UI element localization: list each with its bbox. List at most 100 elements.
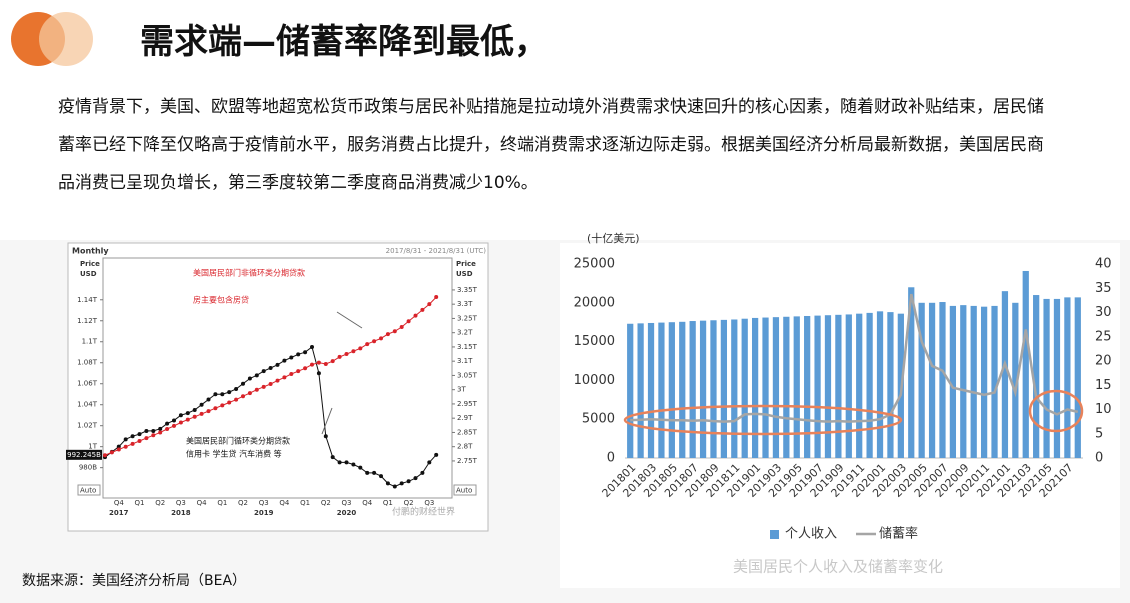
y2-tick-label: 25 [1095, 329, 1112, 344]
point [337, 460, 342, 465]
point [206, 397, 211, 402]
point [406, 319, 411, 324]
point [372, 470, 377, 475]
point [261, 369, 266, 374]
y2-tick-label: 3.1T [457, 357, 473, 365]
scale-box [453, 484, 477, 496]
y2-tick-label: 0 [1095, 451, 1103, 466]
bar [928, 302, 936, 458]
x-tick-label: Q1 [217, 499, 227, 507]
y2-tick-label: 3.35T [457, 286, 478, 294]
pointer [336, 311, 363, 329]
bar [949, 305, 957, 458]
point [310, 344, 314, 349]
legend-swatch [770, 530, 779, 539]
source: 数据来源：美国经济分析局（BEA） [22, 573, 247, 589]
point [137, 438, 142, 443]
bar [731, 319, 738, 458]
bar [1012, 302, 1019, 458]
point [254, 373, 259, 378]
annotation: 美国居民部门非循环类分期贷款 [193, 268, 305, 278]
x-tick-label: Q3 [176, 499, 186, 507]
bar [772, 317, 780, 458]
point [130, 441, 135, 446]
point [434, 295, 439, 300]
x-tick-label: Q3 [342, 499, 352, 507]
y2-tick-label: 3.2T [457, 329, 473, 337]
highlight [623, 404, 903, 436]
y2-tick-label: 2.8T [457, 443, 473, 451]
bar [980, 306, 988, 458]
point [282, 375, 287, 380]
point [199, 402, 204, 407]
y-tick-label: 10000 [574, 373, 615, 388]
y-tick-label: 1.08T [77, 359, 98, 367]
x-tick-label: Q3 [259, 499, 269, 507]
y-tick-label: 5000 [582, 412, 615, 427]
point [275, 378, 280, 383]
point [399, 324, 404, 329]
bar [783, 316, 790, 458]
legend-label: 储蓄率 [879, 526, 918, 542]
point [220, 403, 225, 408]
point [227, 400, 232, 405]
point [427, 302, 432, 307]
bar [1033, 295, 1040, 458]
point [344, 352, 349, 357]
point [192, 407, 197, 412]
point [351, 349, 356, 354]
point [413, 313, 418, 318]
bar [866, 312, 873, 458]
title-circle [39, 12, 93, 66]
series-line [630, 293, 1079, 423]
point [158, 426, 163, 431]
point [392, 484, 397, 489]
bar [689, 321, 696, 458]
point [323, 434, 328, 439]
bar [991, 305, 998, 458]
y-tick-label: 980B [79, 464, 97, 472]
point [199, 411, 204, 416]
point [275, 362, 280, 367]
y2-tick-label: 3.15T [457, 343, 478, 351]
point [289, 355, 294, 360]
point [241, 394, 245, 399]
bar [970, 305, 977, 458]
pointer [321, 407, 333, 435]
x-year-label: 2020 [337, 509, 357, 517]
point [289, 372, 294, 377]
plot-frame [102, 257, 453, 499]
annotation: 信用卡 学生贷 汽车消费 等 [186, 449, 282, 459]
x-tick-label: Q1 [135, 499, 145, 507]
axis-unit: USD [456, 270, 473, 278]
bar [856, 313, 863, 458]
y2-tick-label: 3T [457, 386, 466, 394]
highlight [1028, 389, 1084, 433]
point [296, 369, 301, 374]
point [227, 390, 232, 395]
x-tick-label: Q4 [362, 499, 373, 507]
point [385, 332, 390, 337]
y-axis-label: (十亿美元) [587, 232, 640, 245]
y-tick-label: 15000 [574, 334, 615, 349]
y2-tick-label: 3.25T [457, 314, 478, 322]
bar [1053, 298, 1061, 458]
bar [1001, 291, 1009, 458]
annotation: 房主要包含房贷 [193, 295, 249, 305]
point [330, 455, 335, 460]
point [420, 307, 425, 312]
x-year-label: 2019 [254, 509, 274, 517]
point [323, 362, 328, 367]
bar [647, 322, 655, 458]
x-tick-label: Q1 [300, 499, 310, 507]
point [434, 452, 439, 457]
axis-unit: Price [456, 260, 476, 268]
point [116, 447, 121, 452]
y-tick-label: 1.06T [77, 380, 98, 388]
bar [741, 318, 748, 458]
y2-tick-label: 2.75T [457, 457, 478, 465]
y2-tick-label: 30 [1095, 305, 1112, 320]
point [241, 381, 245, 386]
bar [710, 320, 717, 458]
title: 需求端—储蓄率降到最低， [140, 22, 548, 62]
